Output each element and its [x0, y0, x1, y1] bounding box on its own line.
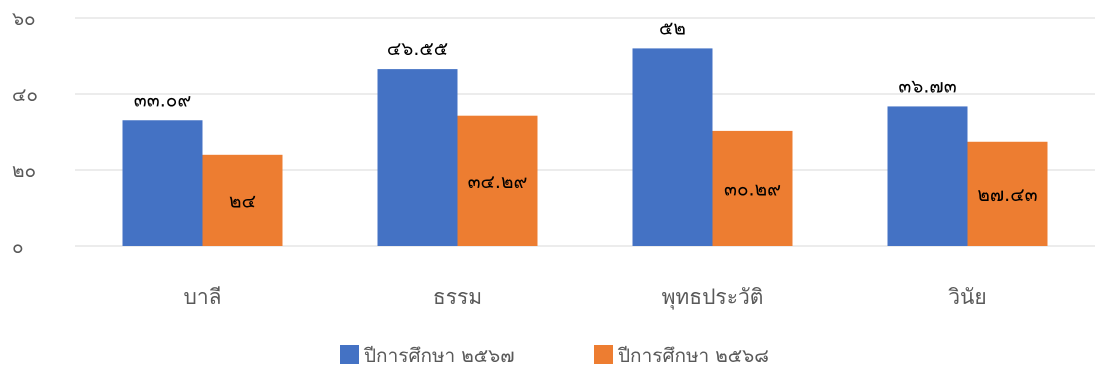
data-label: ๓๖.๗๓ [898, 75, 956, 97]
bar [377, 69, 458, 246]
x-category-label: ธรรม [433, 285, 482, 309]
data-label: ๒๗.๔๓ [977, 184, 1037, 206]
bar [887, 106, 968, 247]
data-label: ๓๔.๒๙ [468, 171, 528, 193]
y-tick-label: ๖๐ [12, 8, 36, 30]
bar [457, 115, 538, 246]
bar [967, 141, 1048, 246]
bar [712, 130, 793, 246]
x-category-label: บาลี [184, 285, 222, 309]
x-axis-category-labels: บาลี ธรรม พุทธประวัติ วินัย [184, 285, 987, 310]
x-category-label: วินัย [948, 285, 987, 309]
data-label: ๔๖.๕๕ [387, 38, 448, 60]
y-axis-tick-labels: ๐ ๒๐ ๔๐ ๖๐ [12, 8, 38, 258]
legend-label: ปีการศึกษา ๒๕๖๗ [363, 345, 514, 367]
x-category-label: พุทธประวัติ [662, 285, 764, 310]
legend-swatch [594, 345, 613, 364]
bar-series [122, 48, 1048, 247]
bar [632, 48, 713, 247]
data-label: ๓๐.๒๙ [724, 178, 781, 200]
y-tick-label: ๐ [12, 236, 24, 258]
bar [122, 120, 203, 246]
legend-swatch [340, 345, 359, 364]
data-label: ๕๒ [659, 17, 686, 39]
bar [202, 154, 283, 246]
y-tick-label: ๔๐ [12, 84, 38, 106]
legend: ปีการศึกษา ๒๕๖๗ ปีการศึกษา ๒๕๖๘ [340, 345, 769, 367]
y-tick-label: ๒๐ [12, 160, 36, 182]
data-label: ๒๔ [229, 190, 256, 212]
legend-label: ปีการศึกษา ๒๕๖๘ [617, 345, 769, 367]
data-label: ๓๓.๐๙ [134, 89, 192, 111]
